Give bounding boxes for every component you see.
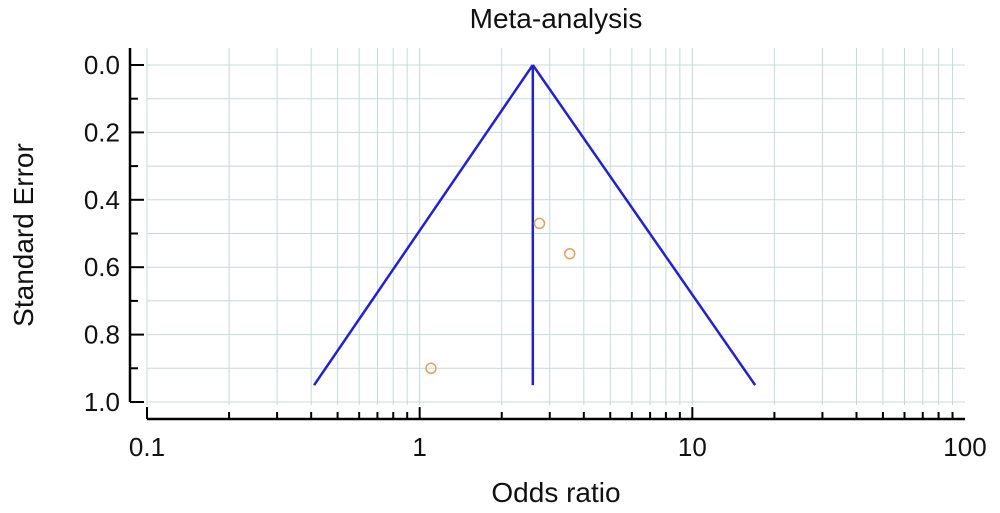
x-tick-label: 1 — [412, 432, 426, 462]
funnel-right-line — [531, 64, 757, 386]
x-tick-label: 10 — [678, 432, 707, 462]
chart-title: Meta-analysis — [470, 3, 643, 34]
study-points — [425, 217, 576, 375]
tick-marks: 0.1 1 10 100 0.0 0.2 0.4 0.6 0.8 1.0 — [84, 50, 987, 462]
study-point — [533, 217, 546, 230]
x-axis-label: Odds ratio — [491, 477, 620, 508]
y-tick-label: 0.8 — [84, 320, 120, 350]
y-tick-label: 0.4 — [84, 185, 120, 215]
gridlines — [146, 48, 965, 405]
study-point — [563, 247, 576, 260]
x-tick-label: 0.1 — [129, 432, 165, 462]
x-tick-label: 100 — [943, 432, 986, 462]
axes — [128, 48, 965, 421]
y-tick-label: 0.6 — [84, 252, 120, 282]
y-tick-label: 1.0 — [84, 387, 120, 417]
y-tick-label: 0.0 — [84, 50, 120, 80]
y-axis-label: Standard Error — [8, 143, 39, 327]
funnel-left-line — [313, 64, 534, 386]
y-tick-label: 0.2 — [84, 117, 120, 147]
study-point — [425, 362, 437, 375]
funnel-lines — [313, 64, 757, 386]
